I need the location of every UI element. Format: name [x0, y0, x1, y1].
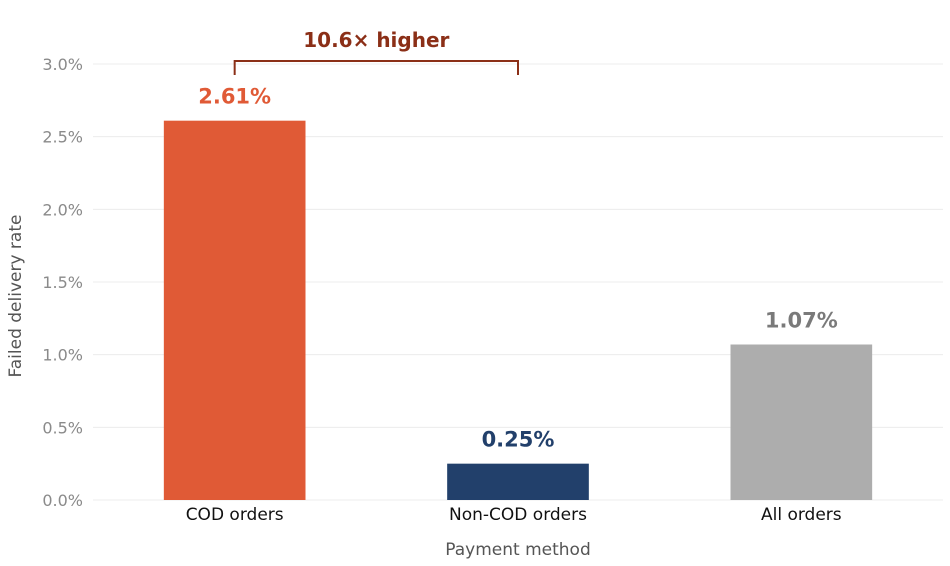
- bars: [163, 120, 873, 501]
- bar: [447, 463, 589, 500]
- y-tick-label: 0.0%: [42, 491, 83, 510]
- bar-value-label: 0.25%: [482, 428, 555, 452]
- annotation-label: 10.6× higher: [303, 28, 449, 52]
- annotation-bracket: [233, 60, 519, 75]
- x-tick-label: COD orders: [186, 505, 284, 525]
- x-axis-title: Payment method: [445, 540, 590, 560]
- y-axis-title: Failed delivery rate: [6, 215, 26, 378]
- x-tick-label: Non-COD orders: [449, 505, 587, 525]
- bar-value-label: 1.07%: [765, 308, 838, 332]
- y-axis-ticks: 0.0% 0.5% 1.0% 1.5% 2.0% 2.5% 3.0%: [42, 55, 83, 510]
- y-tick-label: 1.0%: [42, 346, 83, 365]
- y-tick-label: 3.0%: [42, 55, 83, 74]
- annotation: 10.6× higher: [233, 28, 519, 75]
- bar: [730, 344, 873, 500]
- bar: [163, 120, 306, 501]
- value-labels: 2.61% 0.25% 1.07%: [198, 85, 838, 452]
- x-axis-ticks: COD orders Non-COD orders All orders: [186, 505, 842, 525]
- y-tick-label: 2.5%: [42, 128, 83, 147]
- y-tick-label: 1.5%: [42, 273, 83, 292]
- y-tick-label: 2.0%: [42, 200, 83, 219]
- x-tick-label: All orders: [761, 505, 842, 525]
- y-tick-label: 0.5%: [42, 418, 83, 437]
- bar-value-label: 2.61%: [198, 85, 271, 109]
